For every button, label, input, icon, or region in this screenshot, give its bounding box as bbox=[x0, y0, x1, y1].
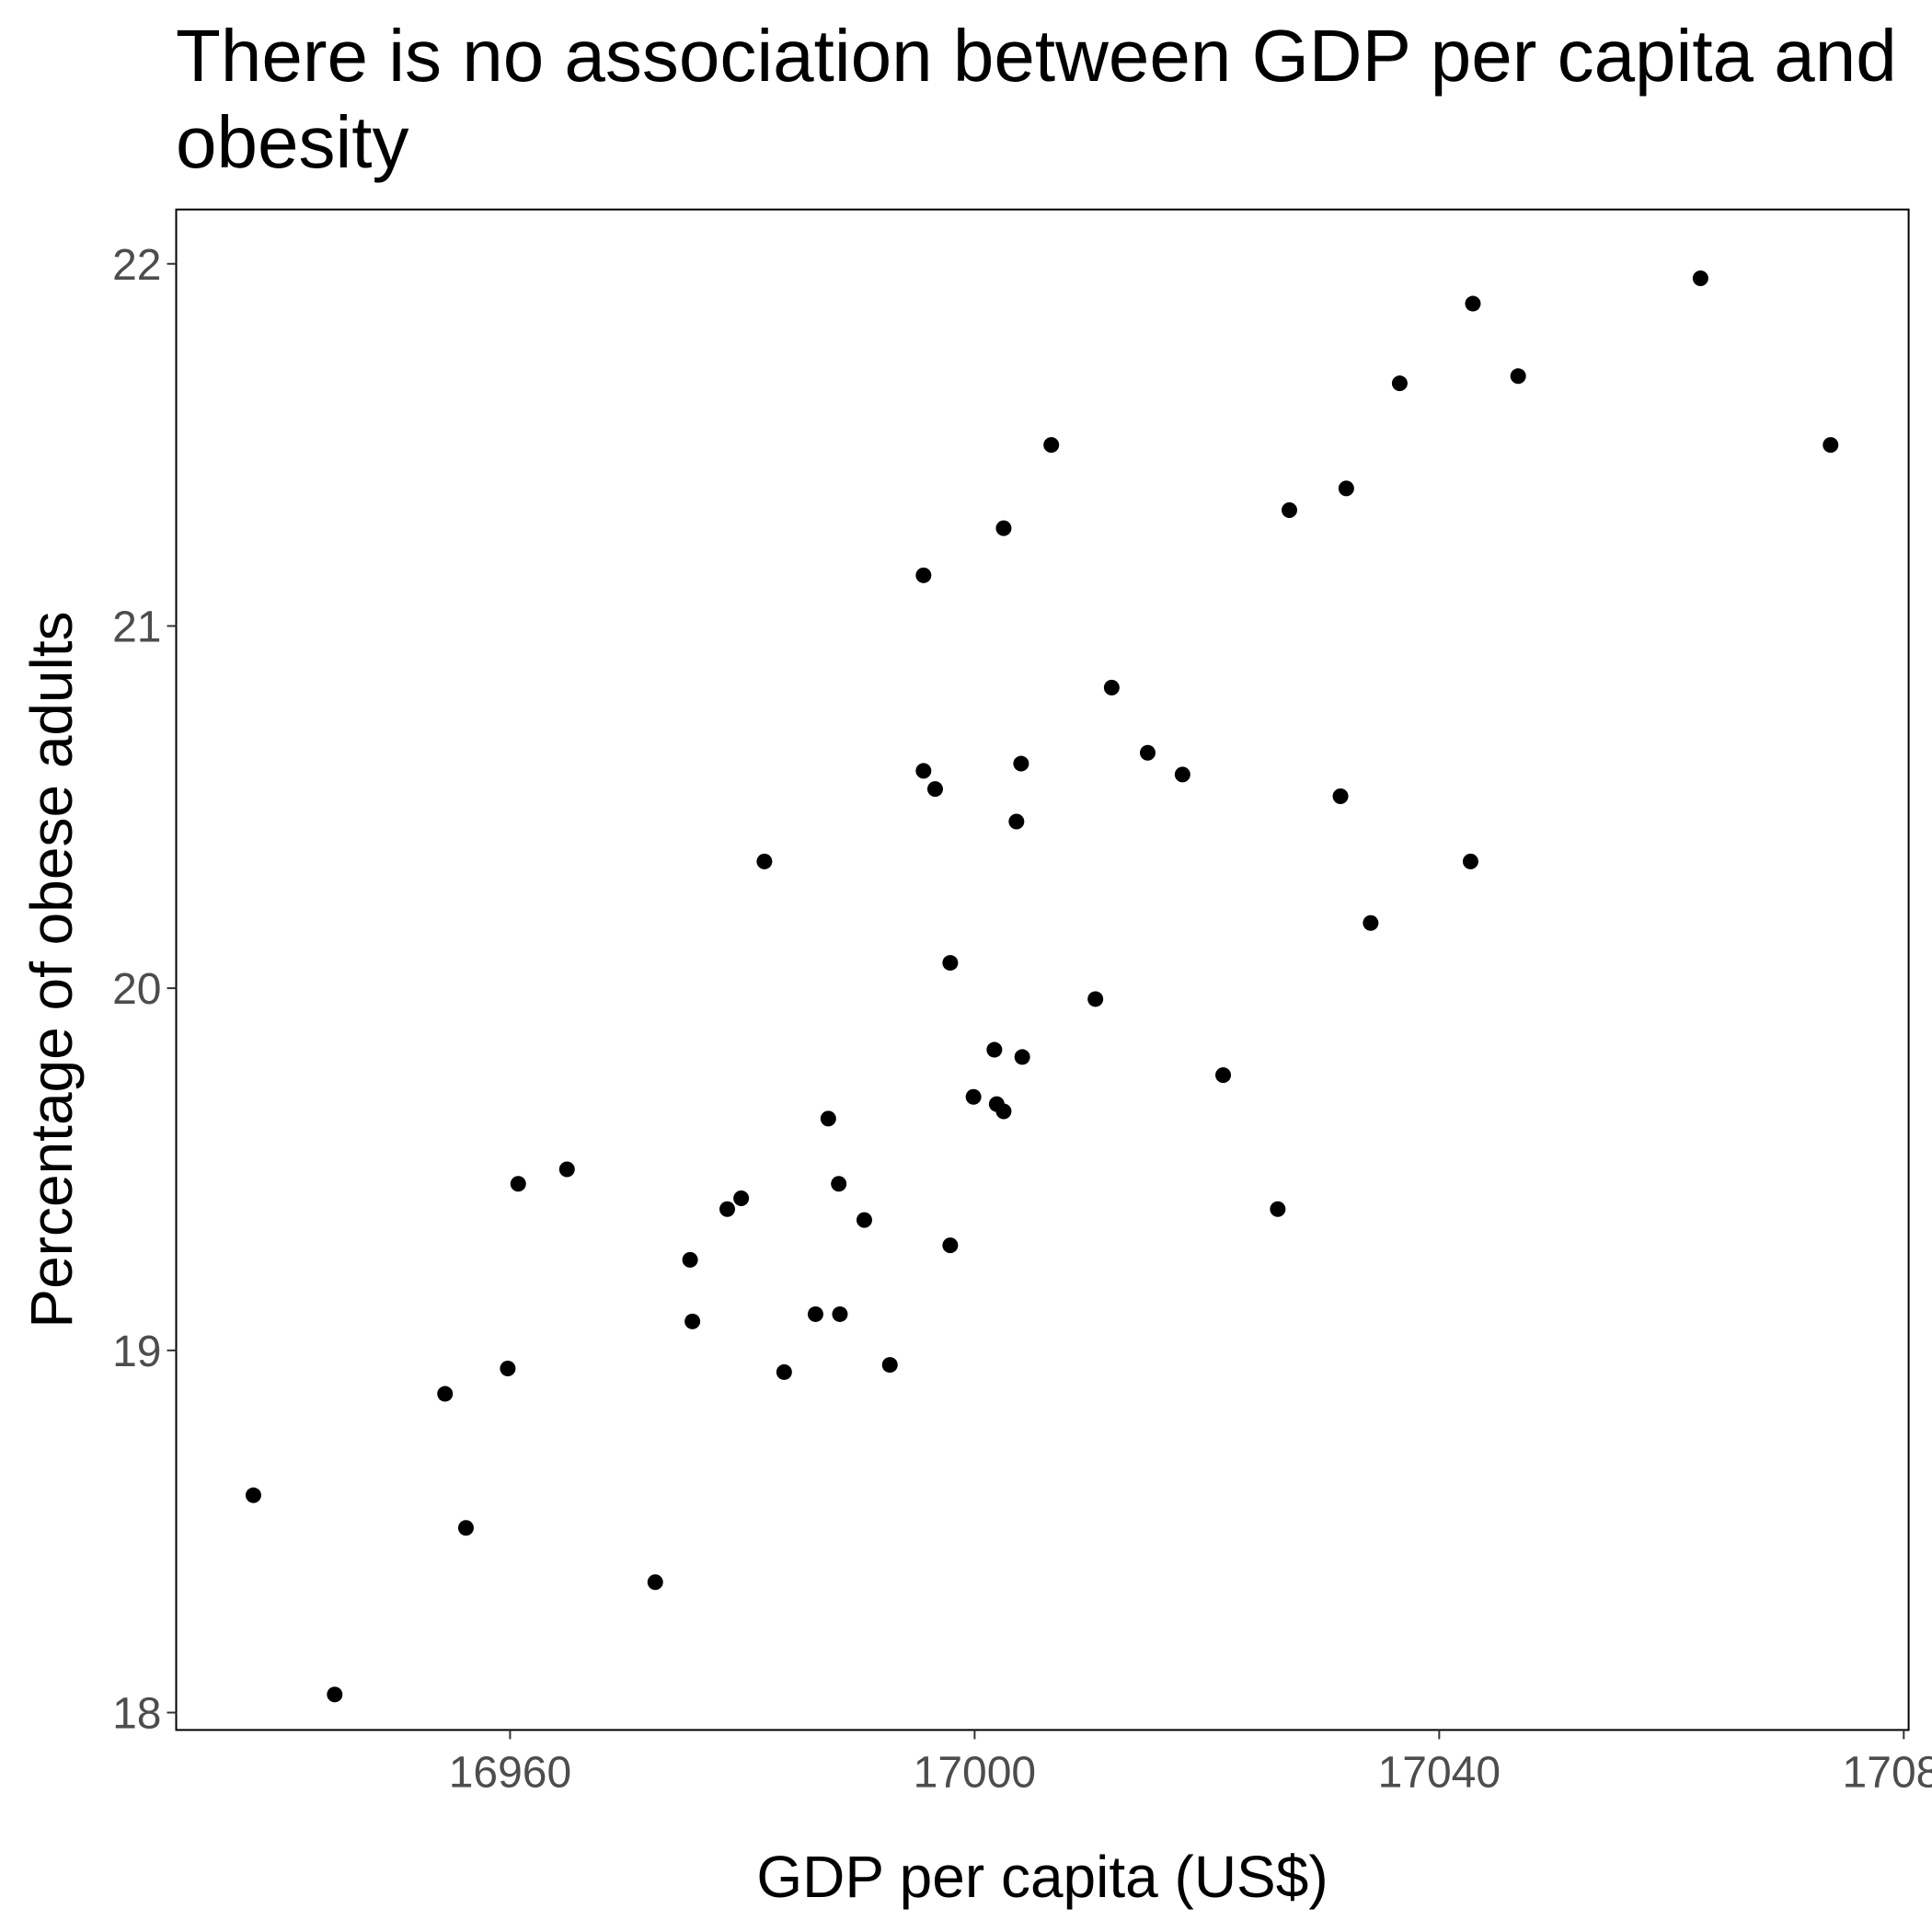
point bbox=[1281, 501, 1297, 518]
x-axis-title: GDP per capita (US$) bbox=[756, 1844, 1328, 1910]
x-tick-label: 17080 bbox=[1843, 1748, 1932, 1797]
point bbox=[995, 1103, 1012, 1120]
point bbox=[926, 781, 943, 798]
point bbox=[1008, 813, 1025, 830]
point bbox=[684, 1313, 701, 1329]
point bbox=[1014, 1049, 1030, 1065]
point bbox=[719, 1201, 736, 1217]
point bbox=[437, 1386, 454, 1402]
x-tick-label: 16960 bbox=[449, 1748, 571, 1797]
point bbox=[995, 520, 1012, 536]
x-tick-label: 17000 bbox=[914, 1748, 1036, 1797]
point bbox=[915, 763, 932, 779]
point bbox=[1270, 1201, 1286, 1217]
point bbox=[1103, 679, 1120, 696]
point bbox=[1338, 480, 1354, 497]
y-axis-title: Percentage of obese adults bbox=[18, 611, 85, 1328]
point bbox=[558, 1161, 575, 1178]
point bbox=[510, 1176, 526, 1192]
y-tick-label: 18 bbox=[112, 1690, 161, 1739]
point bbox=[807, 1305, 823, 1322]
point bbox=[682, 1251, 698, 1268]
y-tick-label: 20 bbox=[112, 965, 161, 1014]
point bbox=[1215, 1067, 1232, 1084]
panel-border bbox=[175, 208, 1910, 1731]
y-tick-label: 21 bbox=[112, 603, 161, 651]
point bbox=[915, 567, 932, 583]
point bbox=[1174, 766, 1190, 783]
point bbox=[1510, 368, 1526, 385]
y-tick-label: 22 bbox=[112, 241, 161, 290]
point bbox=[1462, 853, 1478, 869]
point bbox=[832, 1305, 848, 1322]
point bbox=[1139, 744, 1156, 761]
point bbox=[820, 1110, 836, 1127]
point bbox=[856, 1212, 872, 1228]
point bbox=[965, 1088, 982, 1105]
point bbox=[1465, 295, 1481, 312]
point bbox=[831, 1176, 847, 1192]
point bbox=[1692, 270, 1708, 287]
point bbox=[1043, 437, 1060, 454]
point bbox=[1332, 788, 1349, 804]
point bbox=[1823, 437, 1839, 454]
x-tick-label: 17040 bbox=[1378, 1748, 1501, 1797]
point bbox=[756, 853, 773, 869]
point bbox=[500, 1360, 516, 1376]
point bbox=[327, 1686, 343, 1703]
point bbox=[1013, 755, 1029, 772]
point bbox=[942, 955, 959, 972]
point bbox=[881, 1357, 898, 1374]
point bbox=[1363, 914, 1379, 931]
point bbox=[942, 1237, 959, 1254]
point bbox=[245, 1487, 261, 1503]
chart-title: There is no association between GDP per … bbox=[176, 15, 1897, 183]
point bbox=[1391, 375, 1408, 392]
point bbox=[1087, 991, 1104, 1007]
point bbox=[457, 1520, 474, 1536]
point bbox=[733, 1190, 750, 1206]
point bbox=[776, 1363, 792, 1380]
point bbox=[647, 1574, 663, 1591]
point bbox=[986, 1041, 1003, 1058]
y-tick-label: 19 bbox=[112, 1328, 161, 1376]
